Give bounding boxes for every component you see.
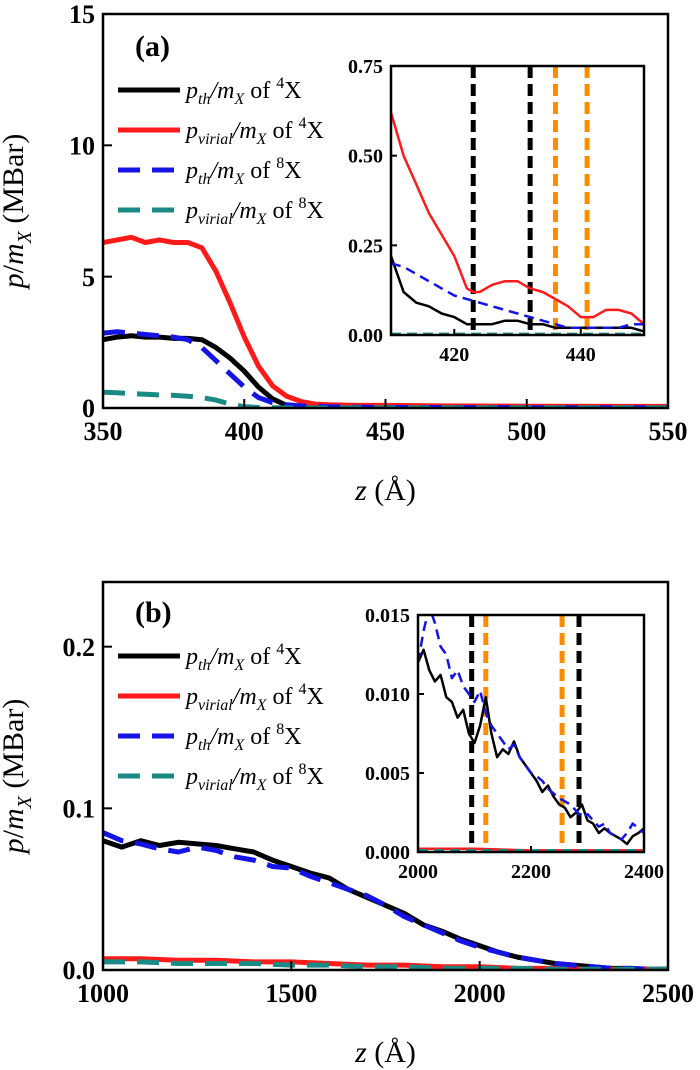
panel-b-panel-label: (b) bbox=[135, 596, 172, 629]
panel-a-xtick-label-3: 500 bbox=[507, 417, 546, 446]
panel-a-series-4-line bbox=[103, 389, 668, 408]
panel-a-inset-ytick-label-1: 0.25 bbox=[348, 235, 383, 257]
panel-b-xtick-label-1: 1500 bbox=[265, 979, 317, 1008]
panel-a-ylabel: p/mX (MBar) bbox=[0, 134, 36, 291]
panel-b-inset-ytick-label-1: 0.005 bbox=[365, 763, 410, 785]
panel-b-inset-bg bbox=[418, 615, 644, 852]
panel-b-inset-ytick-label-3: 0.015 bbox=[365, 605, 410, 627]
panel-b-panel: 1000 1500 2000 2500 0.0 0.1 0.2 z (Å) p/mX (MBar… bbox=[0, 580, 694, 1069]
panel-a-inset-xtick-label-0: 420 bbox=[439, 344, 469, 366]
panel-b-frame bbox=[101, 580, 670, 972]
panel-a-legend-label-2: pvirial/mX of 4X bbox=[184, 115, 324, 148]
panel-a-inset-xtick-label-1: 440 bbox=[566, 344, 596, 366]
panel-a-panel-label: (a) bbox=[135, 30, 170, 63]
panel-a-xlabel: z (Å) bbox=[354, 474, 416, 507]
panel-b-ytick-label-0: 0.0 bbox=[63, 956, 96, 985]
panel-b-inset: 2000 2200 2400 0.000 0.005 0.010 0.015 bbox=[365, 605, 664, 883]
panel-a-xtick-label-4: 550 bbox=[649, 417, 688, 446]
panel-b-legend-label-4: pvirial/mX of 8X bbox=[184, 761, 324, 794]
panel-a-xtick-label-0: 350 bbox=[84, 417, 123, 446]
panel-a-legend-label-1: pth/mX of 4X bbox=[184, 75, 302, 108]
panel-b-ytick-label-1: 0.1 bbox=[63, 794, 96, 823]
panel-b-series-3-line bbox=[103, 830, 668, 970]
panel-a-ytick-label-0: 0 bbox=[82, 394, 95, 423]
panel-a-inset: 420 440 0.00 0.25 0.50 0.75 bbox=[348, 56, 646, 366]
panel-a-inset-series-3-line bbox=[391, 262, 644, 330]
panel-a-legend-label-3: pth/mX of 8X bbox=[184, 155, 302, 188]
panel-b-xtick-label-2: 2000 bbox=[454, 979, 506, 1008]
panel-b-xlabel: z (Å) bbox=[354, 1036, 416, 1069]
panel-a-xtick-label-1: 400 bbox=[225, 417, 264, 446]
panel-b-series-4-line bbox=[103, 959, 668, 970]
panel-a-inset-ytick-label-3: 0.75 bbox=[348, 56, 383, 78]
panel-b-inset-xtick-label-0: 2000 bbox=[398, 861, 438, 883]
panel-b-legend-label-3: pth/mX of 8X bbox=[184, 721, 302, 754]
panel-b-ylabel: p/mX (MBar) bbox=[0, 699, 36, 856]
panel-b-inset-xtick-label-1: 2200 bbox=[511, 861, 551, 883]
panel-a-inset-series-1-line bbox=[391, 255, 644, 333]
panel-a-series-3-line bbox=[103, 329, 668, 408]
panel-b-legend-label-2: pvirial/mX of 4X bbox=[184, 681, 324, 714]
panel-b-inset-ytick-label-0: 0.000 bbox=[365, 842, 410, 864]
panel-b-inset-ytick-label-2: 0.010 bbox=[365, 684, 410, 706]
panel-a-xtick-label-2: 450 bbox=[366, 417, 405, 446]
panel-a-inset-ytick-label-2: 0.50 bbox=[348, 146, 383, 168]
panel-a-legend-label-4: pvirial/mX of 8X bbox=[184, 195, 324, 228]
panel-a-inset-frame bbox=[389, 64, 646, 337]
panel-a-inset-bg bbox=[391, 66, 644, 335]
panel-a-ytick-label-2: 10 bbox=[69, 131, 95, 160]
panel-b-legend-label-1: pth/mX of 4X bbox=[184, 641, 302, 674]
panel-b-xtick-label-0: 1000 bbox=[77, 979, 129, 1008]
panel-b-inset-series-2-line bbox=[418, 615, 644, 841]
panel-a-inset-ytick-label-0: 0.00 bbox=[348, 325, 383, 347]
panel-b-xtick-label-3: 2500 bbox=[642, 979, 694, 1008]
panel-b-ytick-label-2: 0.2 bbox=[63, 633, 96, 662]
panel-b-inset-xtick-label-2: 2400 bbox=[624, 861, 664, 883]
panel-a-panel: 350 400 450 500 550 0 5 10 15 z (Å) p/mX (MBar) (a)… bbox=[0, 0, 688, 507]
panel-a-ytick-label-3: 15 bbox=[69, 0, 95, 29]
panel-a-ytick-label-1: 5 bbox=[82, 263, 95, 292]
panel-a-inset-series-2-line bbox=[391, 112, 644, 326]
